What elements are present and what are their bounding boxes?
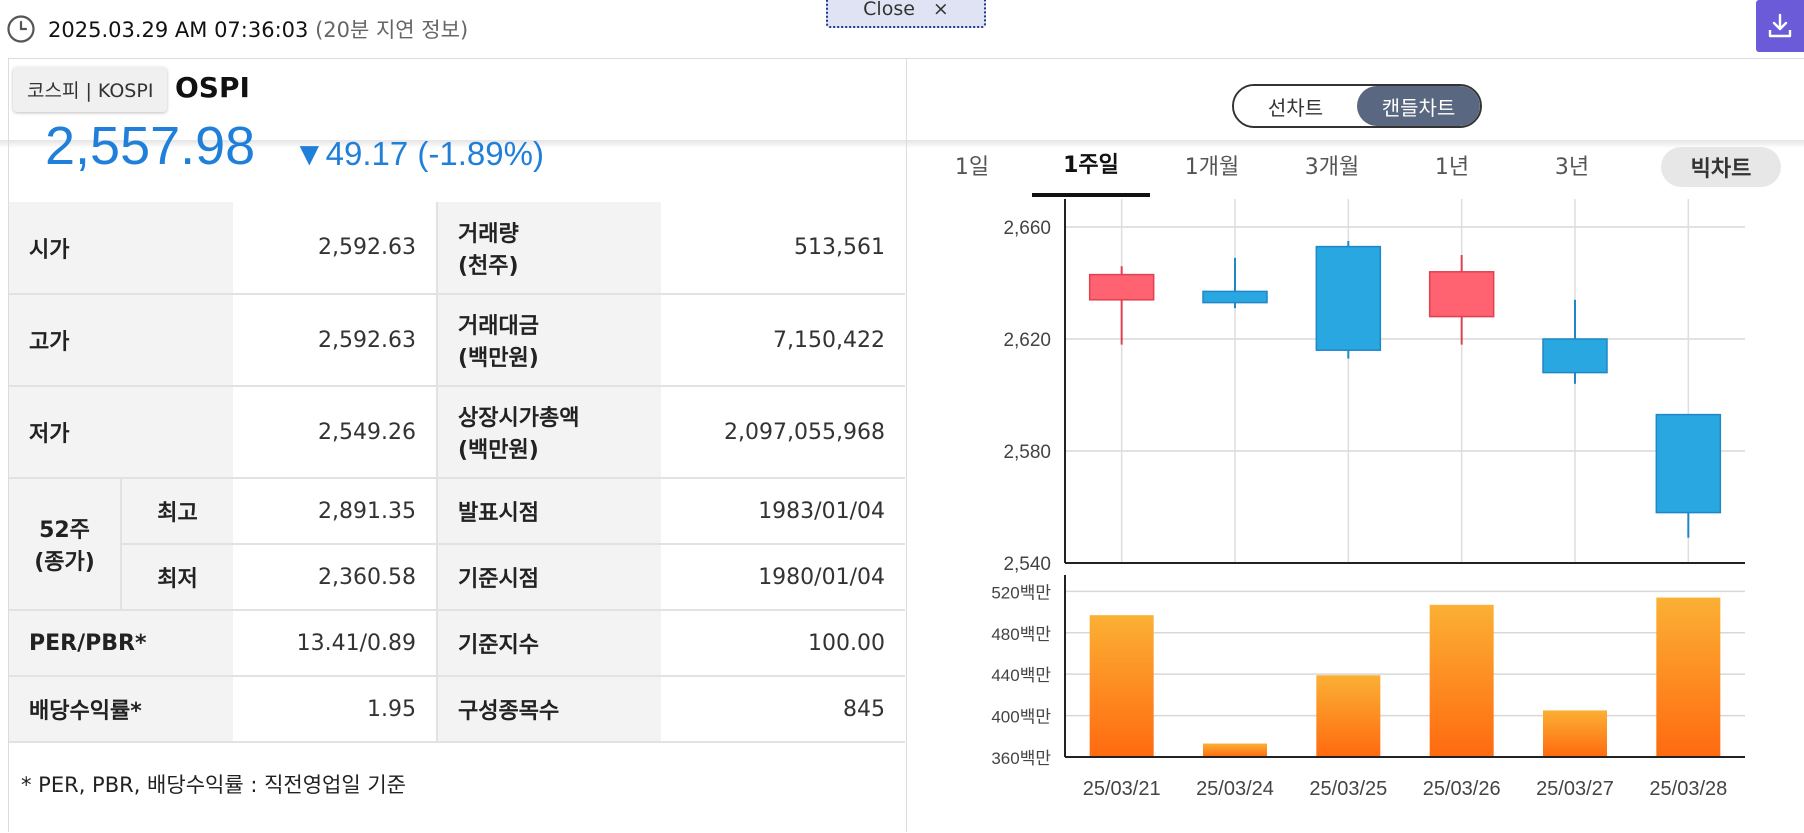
table-row: 52주 (종가) 최고 2,891.35 발표시점 1983/01/04 (9, 478, 905, 611)
week52-low-value: 2,360.58 (233, 544, 438, 611)
announce-label: 발표시점 (437, 478, 661, 545)
week52-label: 52주 (종가) (9, 478, 122, 611)
volume-bar (1203, 743, 1267, 757)
dividend-label: 배당수익률* (9, 676, 233, 743)
stats-table: 시가 2,592.63 거래량 (천주) 513,561 고가 2,592.63 … (9, 202, 905, 743)
week52-high-value: 2,891.35 (233, 478, 438, 545)
x-tick-label: 25/03/24 (1196, 778, 1274, 800)
week52-low-label: 최저 (121, 544, 233, 611)
high-value: 2,592.63 (233, 294, 438, 387)
x-tick-label: 25/03/25 (1309, 778, 1387, 800)
price-tick-label: 2,540 (1003, 554, 1051, 575)
download-icon (1768, 13, 1792, 38)
candle-body (1088, 273, 1155, 301)
mcap-value: 2,097,055,968 (661, 386, 905, 479)
volume-tick-label: 520백만 (991, 583, 1051, 602)
volume-bar (1656, 597, 1721, 757)
constituents-value: 845 (661, 676, 905, 743)
line-chart-toggle[interactable]: 선차트 (1234, 86, 1357, 126)
week52-high-label: 최고 (121, 478, 233, 545)
dividend-value: 1.95 (233, 676, 438, 743)
low-label: 저가 (9, 386, 233, 479)
tab-1week[interactable]: 1주일 (1032, 133, 1150, 197)
amount-value: 7,150,422 (661, 294, 905, 387)
volume-value: 513,561 (661, 202, 905, 295)
table-row: 최저 2,360.58 기준시점 1980/01/04 (9, 544, 905, 611)
footnote: * PER, PBR, 배당수익률 : 직전영업일 기준 (21, 773, 407, 797)
x-tick-label: 25/03/21 (1083, 778, 1161, 800)
candle-body (1315, 245, 1382, 351)
chart-panel: 선차트 캔들차트 1일 1주일 1개월 3개월 1년 3년 빅차트 2,540 2… (906, 58, 1804, 832)
index-change: ▼49.17 (-1.89%) (293, 135, 544, 172)
volume-tick-label: 400백만 (991, 708, 1051, 727)
volume-tick-label: 440백만 (991, 666, 1051, 685)
close-label: Close (863, 0, 915, 20)
price-tick-label: 2,620 (1003, 330, 1051, 351)
chart-axes: 2,540 2,580 2,620 2,660 360백만 400백만 440백만 480백만… (991, 199, 1745, 800)
index-summary-panel: OSPI 코스피 | KOSPI 2,557.98 ▼49.17 (-1.89%… (8, 58, 906, 832)
candlestick-chart: 2,540 2,580 2,620 2,660 360백만 400백만 440백만 480백만… (991, 199, 1745, 800)
volume-bar (1089, 615, 1154, 757)
top-bar: 2025.03.29 AM 07:36:03 (20분 지연 정보) Close… (0, 0, 1804, 58)
header-divider (0, 140, 1804, 148)
base-date-label: 기준시점 (437, 544, 661, 611)
x-tick-label: 25/03/28 (1649, 778, 1727, 800)
tab-1month[interactable]: 1개월 (1184, 155, 1240, 180)
clock-icon (6, 14, 36, 48)
tab-3year[interactable]: 3년 (1554, 155, 1590, 180)
high-label: 고가 (9, 294, 233, 387)
index-value: 2,557.98 (45, 116, 256, 176)
price-tick-label: 2,660 (1003, 218, 1051, 239)
tab-3month[interactable]: 3개월 (1304, 155, 1360, 180)
timestamp-time: 2025.03.29 AM 07:36:03 (48, 18, 309, 42)
x-tick-label: 25/03/27 (1536, 778, 1614, 800)
x-tick-label: 25/03/26 (1423, 778, 1501, 800)
table-row: PER/PBR* 13.41/0.89 기준지수 100.00 (9, 610, 905, 677)
volume-tick-label: 360백만 (991, 749, 1051, 768)
period-tabs: 1일 1주일 1개월 3개월 1년 3년 빅차트 (913, 133, 1793, 197)
price-tick-label: 2,580 (1003, 442, 1051, 463)
volume-bar (1429, 604, 1494, 757)
announce-value: 1983/01/04 (661, 478, 905, 545)
tab-1day[interactable]: 1일 (954, 155, 990, 180)
amount-label: 거래대금 (백만원) (437, 294, 661, 387)
volume-bar (1316, 675, 1381, 757)
download-button[interactable] (1756, 0, 1804, 52)
table-row: 배당수익률* 1.95 구성종목수 845 (9, 676, 905, 743)
delay-notice: (20분 지연 정보) (315, 18, 469, 42)
table-row: 시가 2,592.63 거래량 (천주) 513,561 (9, 202, 905, 295)
candle-body (1542, 338, 1608, 374)
tab-big-chart[interactable]: 빅차트 (1661, 147, 1781, 187)
volume-tick-label: 480백만 (991, 625, 1051, 644)
chart-grid (1065, 199, 1745, 758)
mcap-label: 상장시가총액 (백만원) (437, 386, 661, 479)
base-index-label: 기준지수 (437, 610, 661, 677)
base-index-value: 100.00 (661, 610, 905, 677)
close-button[interactable]: Close × (826, 0, 986, 28)
chart-type-toggle: 선차트 캔들차트 (1232, 84, 1482, 128)
index-tooltip: 코스피 | KOSPI (13, 67, 168, 112)
candle-body (1655, 413, 1722, 514)
table-row: 저가 2,549.26 상장시가총액 (백만원) 2,097,055,968 (9, 386, 905, 479)
tab-1year[interactable]: 1년 (1434, 155, 1470, 180)
index-name: OSPI (175, 71, 250, 104)
open-value: 2,592.63 (233, 202, 438, 295)
table-row: 고가 2,592.63 거래대금 (백만원) 7,150,422 (9, 294, 905, 387)
volume-bar (1543, 710, 1607, 757)
constituents-label: 구성종목수 (437, 676, 661, 743)
per-pbr-label: PER/PBR* (9, 610, 233, 677)
base-date-value: 1980/01/04 (661, 544, 905, 611)
candle-chart-toggle[interactable]: 캔들차트 (1357, 86, 1480, 126)
close-icon: × (932, 0, 949, 20)
candle-body (1202, 290, 1268, 304)
per-pbr-value: 13.41/0.89 (233, 610, 438, 677)
timestamp: 2025.03.29 AM 07:36:03 (20분 지연 정보) (48, 14, 468, 44)
open-label: 시가 (9, 202, 233, 295)
low-value: 2,549.26 (233, 386, 438, 479)
candle-body (1428, 271, 1495, 318)
chart-marks (1088, 241, 1722, 757)
volume-label: 거래량 (천주) (437, 202, 661, 295)
